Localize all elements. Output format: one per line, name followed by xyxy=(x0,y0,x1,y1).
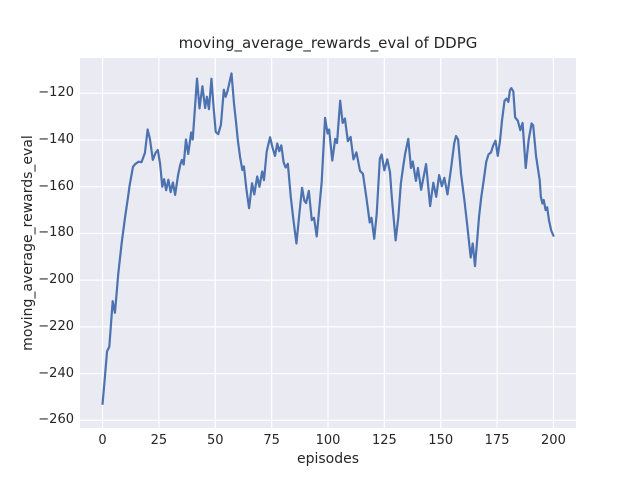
x-tick-label: 75 xyxy=(263,433,280,448)
x-tick-label: 125 xyxy=(371,433,397,448)
x-tick-label: 200 xyxy=(541,433,566,448)
y-tick-label: −240 xyxy=(38,365,74,381)
y-tick-label: −200 xyxy=(38,272,74,288)
x-axis-label: episodes xyxy=(296,451,360,467)
data-series-line xyxy=(101,72,555,406)
y-tick-label: −140 xyxy=(38,131,74,147)
y-tick-label: −180 xyxy=(38,225,74,241)
x-tick-label: 150 xyxy=(428,433,454,448)
y-tick-label: −260 xyxy=(38,412,74,428)
y-tick-label: −120 xyxy=(38,85,74,101)
x-tick-label: 50 xyxy=(206,433,224,448)
line-chart xyxy=(80,58,576,428)
x-tick-label: 25 xyxy=(150,433,168,448)
plot-area xyxy=(80,58,576,428)
y-axis-label: moving_average_rewards_eval xyxy=(20,135,36,351)
chart-title: moving_average_rewards_eval of DDPG xyxy=(178,34,478,52)
x-tick-label: 0 xyxy=(98,433,107,448)
y-tick-label: −220 xyxy=(38,318,74,334)
x-tick-label: 100 xyxy=(315,433,341,448)
x-tick-label: 175 xyxy=(484,433,510,448)
y-tick-label: −160 xyxy=(38,178,74,194)
